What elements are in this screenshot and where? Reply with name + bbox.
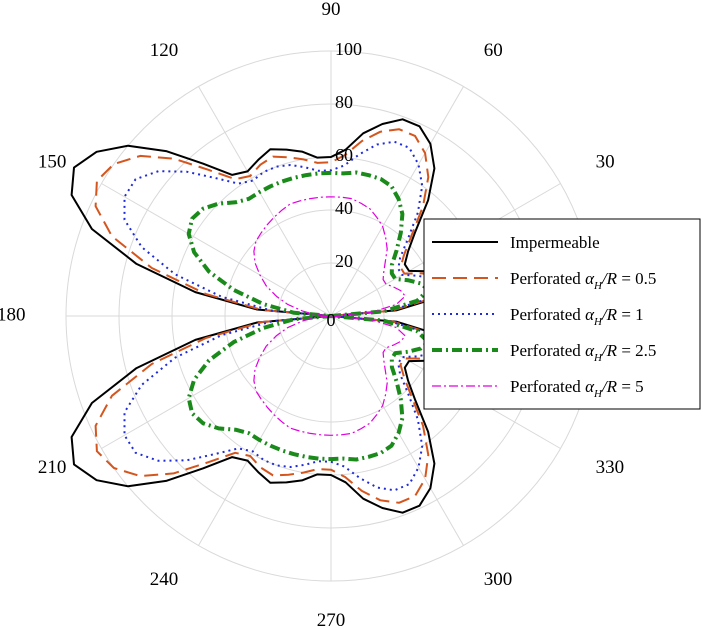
- legend-label-2: Perforated αH/R = 1: [510, 305, 644, 328]
- radial-tick-label-5: 100: [335, 39, 362, 59]
- angular-tick-label-5: 150: [38, 152, 67, 173]
- angular-tick-label-1: 30: [596, 152, 615, 173]
- angular-tick-label-7: 210: [38, 457, 67, 478]
- angular-tick-label-6: 180: [0, 304, 26, 325]
- radial-tick-label-2: 40: [335, 198, 353, 218]
- angular-tick-label-3: 90: [322, 0, 341, 20]
- radial-tick-label-4: 80: [335, 92, 353, 112]
- legend-label-3: Perforated αH/R = 2.5: [510, 341, 656, 364]
- angular-tick-label-2: 60: [484, 40, 503, 61]
- legend-label-0: Impermeable: [510, 233, 600, 252]
- radial-tick-labels: 0 20 40 60 80 100: [327, 39, 363, 330]
- legend-label-1: Perforated αH/R = 0.5: [510, 269, 656, 292]
- legend: Impermeable Perforated αH/R = 0.5 Perforat…: [423, 218, 701, 410]
- series-line-4: [253, 196, 406, 436]
- polar-curves: [70, 118, 460, 514]
- radial-tick-label-1: 20: [335, 251, 353, 271]
- legend-label-4: Perforated αH/R = 5: [510, 377, 644, 400]
- angular-tick-label-4: 120: [150, 40, 179, 61]
- grid-spoke-8: [198, 315, 332, 546]
- angular-tick-label-10: 300: [484, 569, 513, 590]
- angular-tick-label-9: 270: [317, 610, 346, 628]
- angular-tick-label-8: 240: [150, 569, 179, 590]
- angular-tick-label-11: 330: [596, 457, 625, 478]
- grid-spoke-7: [101, 315, 332, 449]
- radial-tick-label-0: 0: [327, 310, 336, 330]
- radial-tick-label-3: 60: [335, 145, 353, 165]
- grid-spoke-5: [101, 183, 332, 317]
- grid-spoke-4: [198, 86, 332, 317]
